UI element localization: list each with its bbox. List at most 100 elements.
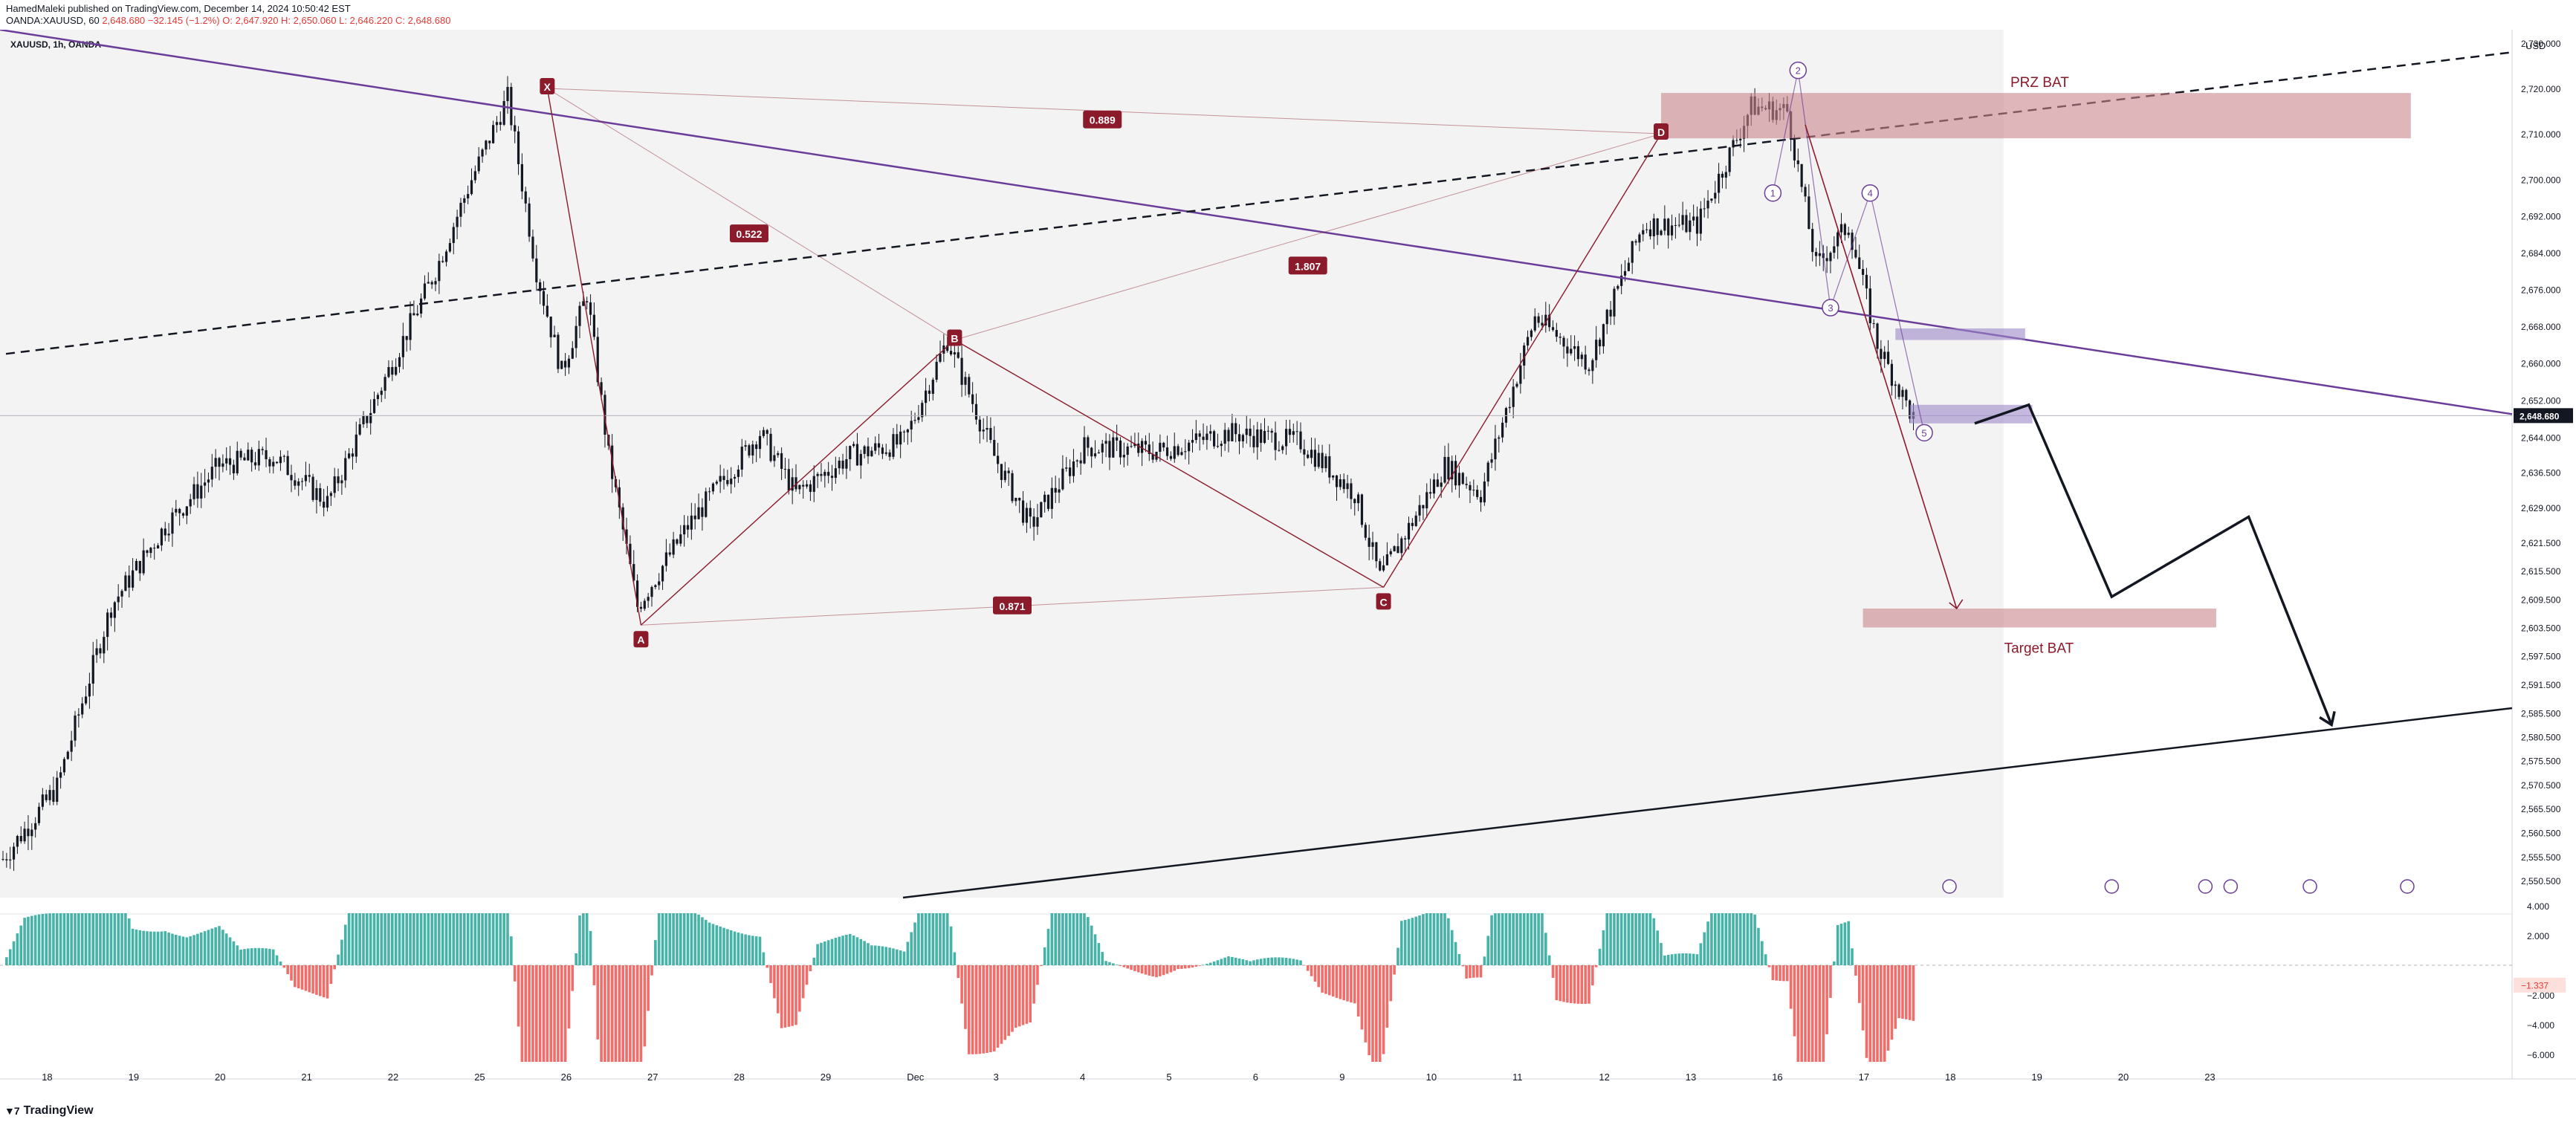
oscillator-bar	[1050, 913, 1054, 965]
candle-body	[1317, 453, 1320, 467]
candle-body	[690, 515, 693, 530]
candle-body	[149, 548, 152, 554]
oscillator-bar	[820, 942, 823, 965]
oscillator-bar	[1656, 930, 1659, 965]
oscillator-bar	[1483, 956, 1486, 965]
oscillator-bar	[221, 930, 224, 965]
candle-body	[1281, 446, 1284, 450]
candle-body	[1313, 450, 1316, 467]
x-tick-label: 28	[734, 1071, 744, 1083]
candle-body	[1263, 430, 1266, 443]
candle-body	[812, 476, 815, 492]
candle-body	[730, 479, 733, 484]
candle-body	[348, 453, 351, 458]
candle-body	[405, 336, 408, 340]
oscillator-bar	[149, 931, 152, 965]
y-tick-label: 2,585.500	[2521, 708, 2561, 719]
oscillator-bar	[769, 965, 772, 984]
candle-body	[596, 337, 599, 383]
oscillator-bar	[185, 937, 189, 965]
candle-body	[726, 480, 729, 484]
oscillator-bar	[415, 913, 419, 965]
oscillator-bar	[257, 947, 261, 965]
candle-body	[1237, 434, 1241, 441]
oscillator-bar	[953, 952, 957, 965]
candle-body	[88, 684, 91, 697]
y-tick-label: 2,575.500	[2521, 756, 2561, 767]
candle-body	[787, 469, 790, 491]
oscillator-bar	[308, 965, 311, 993]
oscillator-bar	[401, 913, 405, 965]
oscillator-bar	[682, 913, 686, 965]
oscillator-bar	[1721, 913, 1724, 965]
candle-body	[109, 612, 113, 618]
candle-body	[1108, 441, 1111, 458]
oscillator-bar	[1905, 965, 1908, 1019]
oscillator-bar	[1284, 958, 1288, 965]
oscillator-bar	[924, 913, 928, 965]
oscillator-bar	[1231, 956, 1234, 965]
candle-body	[185, 506, 188, 516]
oscillator-bar	[949, 926, 953, 965]
candle-body	[1162, 442, 1165, 448]
oscillator-bar	[1003, 965, 1007, 1040]
candle-body	[12, 846, 16, 860]
oscillator-bar	[1274, 957, 1277, 965]
candle-body	[805, 484, 809, 487]
oscillator-bar	[711, 924, 715, 965]
candle-body	[1548, 314, 1551, 328]
oscillator-bar	[553, 965, 556, 1062]
oscillator-bar	[1295, 959, 1298, 965]
oscillator-bar	[859, 938, 863, 965]
oscillator-bar	[1278, 957, 1281, 965]
osc-tick-label: −2.000	[2527, 991, 2554, 1001]
oscillator-bar	[870, 945, 873, 965]
candle-body	[1321, 453, 1324, 469]
oscillator-bar	[1122, 965, 1126, 967]
y-tick-label: 2,684.000	[2521, 248, 2561, 259]
oscillator-bar	[1515, 913, 1518, 965]
candle-body	[294, 480, 297, 486]
oscillator-bar	[1266, 957, 1270, 965]
oscillator-bar	[171, 933, 174, 965]
candle-body	[1260, 429, 1263, 443]
oscillator-bar	[1619, 913, 1623, 965]
candle-body	[514, 125, 517, 132]
oscillator-bar	[1281, 957, 1284, 965]
candle-body	[535, 258, 538, 282]
oscillator-bar	[1007, 965, 1010, 1037]
candle-body	[1501, 422, 1504, 438]
oscillator-bar	[1249, 961, 1252, 965]
x-tick-label: 27	[647, 1071, 658, 1083]
candle-body	[1299, 431, 1302, 450]
candle-body	[48, 790, 51, 800]
oscillator-bar	[1818, 965, 1822, 1062]
oscillator-bar	[704, 919, 708, 965]
x-tick-label: 26	[561, 1071, 572, 1083]
candle-body	[1897, 384, 1900, 398]
candle-body	[517, 131, 520, 164]
candle-body	[791, 477, 794, 491]
candle-body	[1194, 433, 1197, 441]
candle-body	[5, 859, 8, 860]
candle-body	[913, 420, 916, 421]
pattern-leg	[1382, 133, 1662, 588]
y-tick-label: 2,591.500	[2521, 680, 2561, 690]
oscillator-bar	[1126, 965, 1129, 969]
oscillator-bar	[567, 965, 571, 1029]
candle-body	[1623, 270, 1627, 276]
candle-body	[1011, 473, 1014, 502]
x-tick-label: 3	[994, 1071, 999, 1083]
oscillator-bar	[224, 933, 228, 965]
candle-body	[124, 575, 127, 591]
candle-body	[658, 581, 661, 586]
oscillator-bar	[1782, 965, 1785, 982]
oscillator-bar	[1155, 965, 1158, 978]
candle-body	[589, 302, 592, 315]
candle-body	[906, 429, 909, 432]
candle-body	[1872, 323, 1875, 325]
oscillator-bar	[1136, 965, 1140, 973]
oscillator-bar	[1011, 965, 1014, 1032]
oscillator-bar	[1775, 965, 1778, 981]
